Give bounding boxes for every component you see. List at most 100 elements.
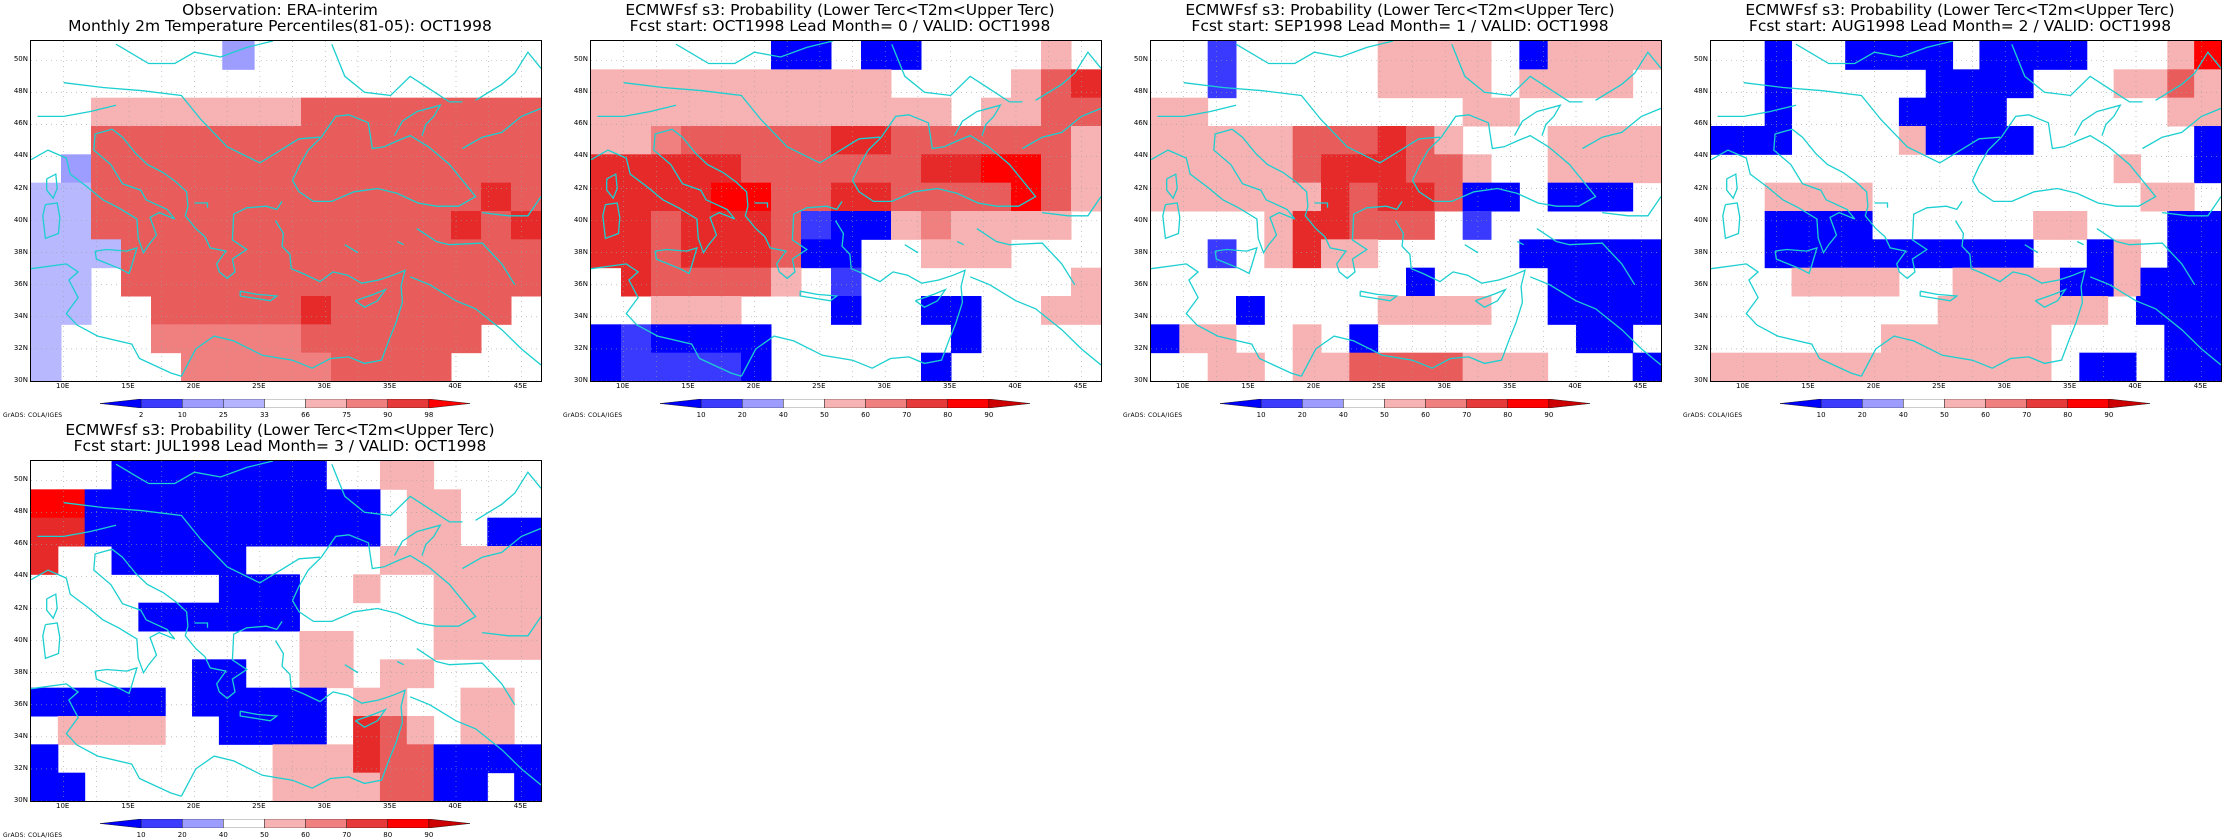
grid-cell [211, 239, 242, 269]
grid-cell [591, 154, 622, 184]
grid-cell [2194, 239, 2221, 269]
grid-cell [1547, 69, 1577, 99]
grid-cell [1491, 352, 1520, 381]
grid-cell [57, 716, 86, 745]
coastline [180, 220, 406, 377]
lat-tick-label: 50N [13, 475, 28, 484]
colorbar-tick-label: 60 [301, 831, 310, 839]
grid-cell [1179, 97, 1209, 127]
coastline [31, 683, 182, 797]
coastline [1035, 51, 1101, 101]
grid-cell [1434, 182, 1464, 212]
grid-cell [1547, 296, 1577, 325]
coastline [1860, 220, 2086, 377]
grid-cell [1151, 126, 1180, 155]
lon-tick-label: 30E [317, 802, 331, 810]
grid-cell [353, 744, 381, 774]
colorbar-swatch [140, 819, 183, 828]
lon-tick-label: 25E [1932, 382, 1946, 390]
grid-cell [621, 211, 652, 240]
coastline [409, 276, 541, 366]
lon-tick-label: 15E [121, 802, 135, 810]
grid-cell [211, 97, 242, 127]
coastline [953, 104, 1002, 136]
grid-cell [771, 267, 802, 297]
grid-cell [121, 182, 152, 212]
grid-cell [487, 546, 515, 575]
grid-cell [379, 461, 408, 490]
grid-cell [621, 267, 652, 297]
grid-cell [211, 126, 242, 155]
coastline [331, 43, 463, 103]
grid-cell [681, 69, 712, 99]
grid-cell [1151, 154, 1180, 184]
grid-cell [151, 267, 182, 297]
grid-cell [121, 126, 152, 155]
colorbar-svg [660, 399, 1030, 408]
grid-cell [1979, 239, 2007, 269]
grid-cell [981, 126, 1012, 155]
grid-cell [271, 267, 302, 297]
coastline [1711, 263, 1862, 377]
grid-cell [771, 182, 802, 212]
lon-tick-label: 35E [2062, 382, 2077, 390]
colorbar-tick-label: 90 [383, 411, 393, 419]
coastline [1513, 104, 1562, 136]
grid-cell [2113, 267, 2141, 297]
coastline [891, 43, 1023, 103]
grid-cell [1041, 126, 1072, 155]
map-panel-lead2: ECMWFsf s3: Probability (Lower Terc<T2m<… [1680, 0, 2240, 420]
grid-cell [771, 154, 802, 184]
colorbar-swatch [264, 819, 306, 828]
coastline [1042, 196, 1101, 217]
grid-cell [326, 631, 354, 660]
grid-cell [1764, 69, 1793, 99]
grid-cell [1207, 69, 1237, 99]
colorbar-swatch [182, 399, 224, 408]
grid-cell [801, 239, 832, 269]
grid-cell [1791, 182, 1819, 212]
grid-cell [272, 744, 300, 774]
colorbar [100, 819, 470, 828]
grid-cell [299, 461, 327, 490]
lat-tick-label: 44N [13, 571, 28, 580]
coastline [46, 173, 58, 200]
grid-cell [1979, 69, 2007, 99]
grid-cell [331, 97, 362, 127]
colorbar-swatch [1343, 399, 1385, 408]
grid-cell [301, 182, 332, 212]
colorbar-swatch [428, 399, 470, 408]
colorbar-tick-label: 10 [1256, 411, 1266, 419]
coastline [1971, 114, 2157, 207]
grid-cell [1462, 154, 1492, 184]
grid-cell [138, 489, 166, 519]
grid-cell [460, 716, 488, 745]
lon-tick-label: 20E [746, 382, 761, 390]
grid-cell [299, 744, 327, 774]
grid-cell [1604, 69, 1634, 99]
grid-cell [2113, 154, 2141, 184]
grid-cell [433, 744, 461, 774]
coastline [1166, 173, 1178, 200]
grid-cell [361, 182, 392, 212]
grid-cell [1881, 352, 1910, 381]
grid-cell [211, 211, 242, 240]
grid-cell [1818, 211, 1846, 240]
grid-cell [57, 687, 86, 717]
colorbar [100, 399, 470, 408]
grid-cell [1845, 182, 1873, 212]
grid-cell [2022, 324, 2052, 354]
coastline [2155, 51, 2221, 101]
grid-cell [591, 352, 622, 381]
colorbar-swatch [1302, 399, 1344, 408]
grid-cell [1236, 352, 1265, 381]
grid-cell [301, 239, 332, 269]
grid-cell [1845, 211, 1873, 240]
grid-cell [272, 461, 300, 490]
coastline [482, 616, 541, 637]
grid-cell [481, 182, 512, 212]
grid-cell [361, 154, 392, 184]
grid-cell [211, 267, 242, 297]
coastline [956, 240, 964, 246]
grid-cell [1434, 126, 1464, 155]
